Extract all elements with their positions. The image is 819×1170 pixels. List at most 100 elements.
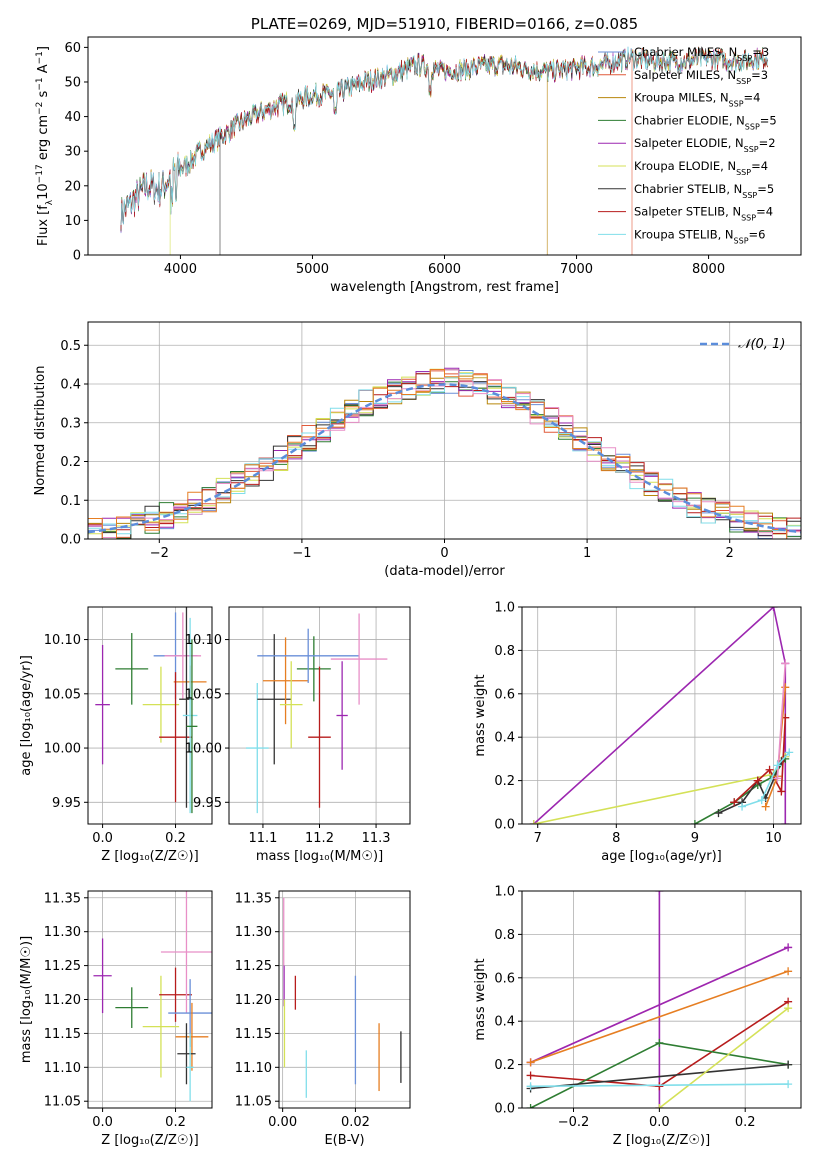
weight-series-kroupa_stelib: [530, 1083, 789, 1088]
errorbar-point: [308, 666, 331, 808]
y-tick-label: 0.1: [60, 494, 81, 509]
y-tick-label: 40: [64, 110, 81, 125]
y-tick-label: 11.20: [235, 993, 272, 1008]
legend-text: Kroupa STELIB, N: [634, 227, 734, 241]
y-tick-label: 0.2: [494, 774, 515, 789]
x-tick-label: 11.1: [248, 831, 277, 846]
y-tick-label: 10.10: [44, 633, 81, 648]
y-tick-label: 11.25: [235, 959, 272, 974]
legend-tail: =2: [759, 136, 776, 150]
legend-entry: 𝒩(0, 1): [738, 337, 785, 352]
weight-marker: [526, 1082, 535, 1091]
y-tick-label: 0.2: [494, 1058, 515, 1073]
legend-entry: Chabrier STELIB, NSSP=5: [634, 182, 774, 200]
legend-sub: SSP: [736, 76, 751, 85]
age_vs_Z-plot-area: [95, 607, 207, 814]
errorbar-point: [160, 891, 212, 1014]
weight-marker: [773, 761, 782, 770]
weight-series-salpeter_elodie: [533, 607, 787, 824]
x-tick-label: 0: [440, 546, 448, 561]
legend-text: Chabrier STELIB, N: [634, 182, 742, 196]
weight-marker: [781, 683, 790, 692]
x-axis-label: Z [log₁₀(Z/Z☉)]: [101, 849, 198, 864]
chart-title: PLATE=0269, MJD=51910, FIBERID=0166, z=0…: [251, 15, 638, 33]
x-tick-label: 10: [765, 831, 782, 846]
legend-tail: =4: [751, 159, 768, 173]
weight-marker: [655, 891, 664, 895]
y-axis-label-part: −1: [35, 77, 45, 90]
residuals-panel: −2 −1 0 1 2 0.0 0.1 0.2 0.3 0.4 0.5 (data-model)/er…: [33, 321, 802, 579]
errorbar-point: [186, 1033, 194, 1102]
legend-sub: SSP: [736, 168, 751, 177]
x-tick-label: 0.2: [165, 831, 186, 846]
x-tick-label: 11.2: [305, 831, 334, 846]
spectrum-line-kroupa_stelib: [120, 46, 768, 226]
errorbar-point: [186, 639, 198, 814]
errorbar-point: [182, 617, 198, 814]
legend-sub: SSP: [745, 122, 760, 131]
x-tick-label: 0.02: [341, 1115, 370, 1130]
x-tick-label: 8: [612, 831, 620, 846]
y-axis-label-part: −1: [35, 51, 45, 64]
y-tick-label: 11.20: [44, 993, 81, 1008]
x-axis-label: (data-model)/error: [384, 564, 505, 579]
y-tick-label: 11.35: [44, 891, 81, 906]
legend-sub: SSP: [737, 54, 752, 63]
errorbar-point: [177, 1023, 196, 1085]
errorbar-point: [262, 637, 309, 725]
weight-marker: [738, 802, 747, 811]
x-tick-label: 0.2: [165, 1115, 186, 1130]
spectrum-panel: 4000 5000 6000 7000 8000 0 10 20 30 40 50 60 wavelen…: [35, 36, 802, 295]
y-tick-label: 10.10: [185, 633, 222, 648]
legend-entry: Salpeter MILES, NSSP=3: [634, 68, 768, 86]
y-tick-label: 11.10: [44, 1061, 81, 1076]
weight-marker: [655, 1104, 664, 1108]
y-tick-label: 0.3: [60, 416, 81, 431]
legend-sub: SSP: [744, 145, 759, 154]
y-axis-label-part: s: [36, 90, 51, 101]
weight-series-pink: [776, 663, 787, 779]
errorbar-point: [142, 975, 180, 1078]
y-tick-label: 11.05: [235, 1095, 272, 1110]
y-tick-label: 11.10: [235, 1061, 272, 1076]
y-axis-label-part: Flux [f: [36, 205, 51, 246]
weight-marker: [655, 1082, 664, 1091]
y-axis-label: mass [log₁₀(M/M☉)]: [19, 936, 34, 1063]
x-tick-label: 9: [691, 831, 699, 846]
y-tick-label: 9.95: [193, 796, 222, 811]
weight-series-chabrier_stelib: [530, 1063, 789, 1090]
y-tick-label: 11.35: [235, 891, 272, 906]
weight_vs_Z-plot-area: [526, 891, 793, 1108]
y-tick-label: 0.8: [494, 928, 515, 943]
errorbar-point: [164, 612, 202, 700]
errorbar-point: [142, 666, 180, 743]
x-tick-label: 7: [534, 831, 542, 846]
x-axis-label: Z [log₁₀(Z/Z☉)]: [613, 1133, 710, 1148]
y-tick-label: 11.25: [44, 959, 81, 974]
x-axis-label: mass [log₁₀(M/M☉)]: [256, 849, 383, 864]
y-tick-label: 0.4: [494, 1015, 515, 1030]
mass_vs_Z-plot-area: [93, 891, 212, 1102]
y-axis-label: Normed distribution: [33, 366, 48, 496]
weight-marker: [753, 776, 762, 785]
x-axis-label: wavelength [Angstrom, rest frame]: [330, 280, 559, 295]
axes-frame: [521, 890, 802, 1109]
x-tick-label: −1: [292, 546, 311, 561]
x-tick-label: 11.3: [362, 831, 391, 846]
y-tick-label: 9.95: [52, 796, 81, 811]
legend-text: Salpeter ELODIE, N: [634, 136, 744, 150]
age_vs_Z-panel: 0.0 0.2 9.95 10.00 10.05 10.10 Z [log₁₀(Z/Z☉)]…: [19, 606, 213, 864]
y-tick-label: 11.15: [44, 1027, 81, 1042]
errorbar-point: [93, 938, 112, 1014]
legend-entry: Salpeter ELODIE, NSSP=2: [634, 136, 776, 154]
x-tick-label: 7000: [560, 262, 593, 277]
histogram-orange: [88, 369, 801, 539]
weight-series-kroupa_elodie: [658, 1007, 789, 1108]
mass_vs_ebv-panel: 0.00 0.02 11.05 11.10 11.15 11.20 11.25 11.30 11…: [235, 890, 411, 1148]
y-axis-label: mass weight: [473, 674, 488, 756]
y-axis-label-part: λ: [45, 199, 55, 205]
legend-entry: Chabrier ELODIE, NSSP=5: [634, 113, 777, 130]
y-tick-label: 0.4: [60, 378, 81, 393]
errorbar-point: [257, 628, 360, 683]
legend-tail: =5: [760, 113, 777, 127]
